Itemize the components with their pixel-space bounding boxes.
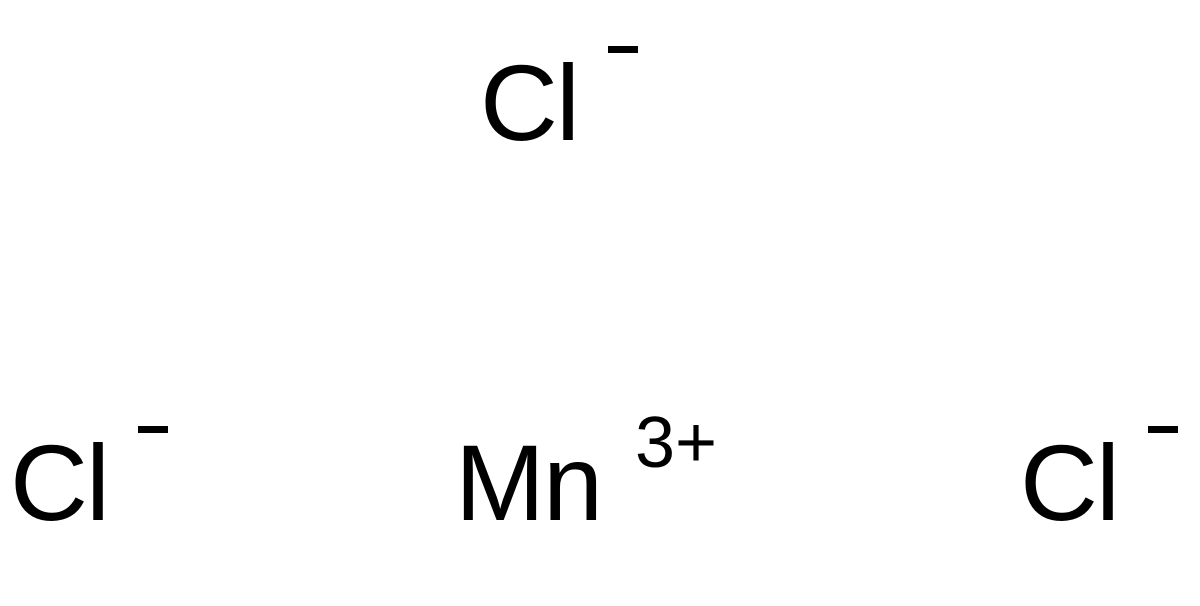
element-symbol: Cl	[480, 42, 578, 163]
element-symbol: Cl	[1020, 422, 1118, 543]
element-symbol: Mn	[455, 422, 601, 543]
ion-mn_center: Mn3+	[455, 420, 601, 545]
element-symbol: Cl	[10, 422, 108, 543]
charge-superscript: 3+	[635, 402, 717, 484]
ion-cl_left: Cl	[10, 420, 108, 545]
ion-cl_top: Cl	[480, 40, 578, 165]
charge-minus-icon	[138, 426, 168, 433]
charge-minus-icon	[1148, 426, 1178, 433]
ion-cl_right: Cl	[1020, 420, 1118, 545]
charge-minus-icon	[608, 46, 638, 53]
chemical-structure-canvas: ClClMn3+Cl	[0, 0, 1200, 606]
